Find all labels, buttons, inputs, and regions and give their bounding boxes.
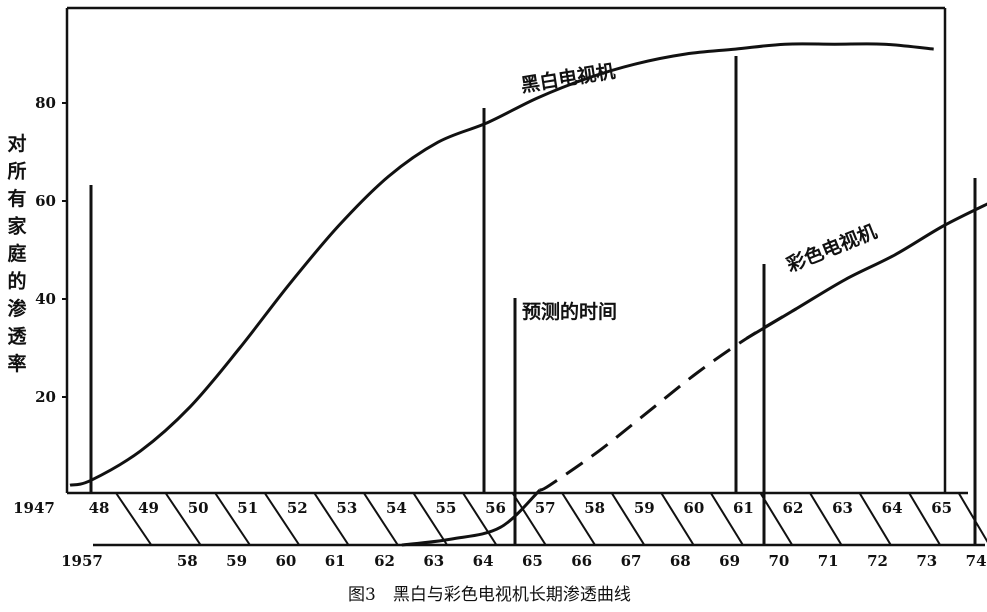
x-tick-label-color: 74 (966, 552, 987, 570)
band-hatch (908, 492, 941, 546)
band-hatch (263, 492, 301, 546)
x-tick-label-color: 70 (768, 552, 789, 570)
y-tick-label: 80 (35, 94, 56, 112)
x-tick-label-bw: 49 (138, 499, 159, 517)
x-tick-label-color: 59 (226, 552, 247, 570)
x-tick-label-color: 61 (325, 552, 346, 570)
band-hatch (313, 492, 350, 546)
x-tick-label-color: 73 (916, 552, 937, 570)
x-tick-label-bw: 65 (931, 499, 952, 517)
x-tick-label-bw: 63 (832, 499, 853, 517)
band-hatch (561, 492, 596, 546)
y-label-char: 的 (7, 270, 26, 293)
figure-caption: 图3 黑白与彩色电视机长期渗透曲线 (348, 585, 631, 605)
x-tick-label-bw: 61 (733, 499, 754, 517)
x-tick-label-color: 65 (522, 552, 543, 570)
x-tick-label-bw: 1947 (13, 499, 55, 517)
y-label-char: 家 (7, 215, 27, 238)
band-hatch (214, 492, 251, 546)
x-tick-label-color: 71 (818, 552, 839, 570)
y-tick-label: 40 (35, 290, 56, 308)
x-tick-label-bw: 51 (237, 499, 258, 517)
y-label-char: 率 (7, 352, 26, 375)
x-tick-label-color: 1957 (61, 552, 103, 570)
x-tick-label-bw: 56 (485, 499, 506, 517)
x-tick-label-color: 62 (374, 552, 395, 570)
x-tick-label-color: 67 (621, 552, 642, 570)
band-hatch (660, 492, 695, 546)
x-tick-label-bw: 52 (287, 499, 308, 517)
band-hatch (957, 492, 987, 543)
band-hatch (363, 492, 399, 546)
y-tick-label: 60 (35, 192, 56, 210)
series-black-white-line (69, 42, 934, 487)
x-tick-label-color: 72 (867, 552, 888, 570)
x-tick-label-bw: 58 (584, 499, 605, 517)
band-hatch (115, 492, 153, 546)
y-tick-label: 20 (35, 388, 56, 406)
x-tick-label-color: 66 (571, 552, 592, 570)
band-hatch (610, 492, 646, 546)
x-tick-label-bw: 62 (783, 499, 804, 517)
series-group (69, 42, 987, 547)
band-hatch (759, 492, 794, 546)
y-label-char: 对 (7, 132, 26, 155)
x-tick-label-bw: 53 (336, 499, 357, 517)
series-color-line-actual (746, 202, 987, 340)
band-hatch (709, 492, 744, 546)
series-label-black-white: 黑白电视机 (519, 59, 616, 97)
y-label-char: 透 (7, 326, 27, 348)
x-tick-label-color: 58 (177, 552, 198, 570)
band-hatch (511, 492, 547, 546)
band-hatch (858, 492, 892, 546)
x-tick-label-color: 68 (670, 552, 691, 570)
y-label-char: 有 (7, 187, 26, 210)
x-tick-label-bw: 54 (386, 499, 407, 517)
y-label-char: 庭 (7, 242, 26, 265)
x-tick-label-bw: 48 (89, 499, 110, 517)
band-hatch (809, 492, 843, 546)
x-tick-label-color: 63 (423, 552, 444, 570)
x-tick-label-bw: 55 (436, 499, 457, 517)
forecast-annotation: 预测的时间 (522, 300, 617, 323)
y-axis: 20 40 60 80 (35, 94, 67, 406)
x-tick-label-color: 69 (719, 552, 740, 570)
x-tick-label-bw: 64 (882, 499, 903, 517)
series-color-line-forecast (539, 307, 797, 492)
x-tick-label-bw: 50 (188, 499, 209, 517)
x-axis-band: 1947 48 49 50 51 52 53 54 55 56 57 58 59 60 61 62 63 64 65… (13, 491, 987, 570)
y-label-char: 所 (7, 161, 26, 183)
reference-lines (89, 56, 977, 545)
x-tick-label-color: 64 (473, 552, 494, 570)
x-tick-label-bw: 57 (535, 499, 556, 517)
y-label-char: 渗 (7, 297, 27, 320)
band-hatch (462, 492, 498, 546)
band-hatch (164, 492, 202, 546)
band-hatch (412, 492, 448, 546)
x-tick-label-color: 60 (275, 552, 296, 570)
series-color-line-initial (401, 489, 541, 547)
plot-frame (65, 6, 947, 493)
x-tick-label-bw: 59 (634, 499, 655, 517)
x-tick-label-bw: 60 (683, 499, 704, 517)
